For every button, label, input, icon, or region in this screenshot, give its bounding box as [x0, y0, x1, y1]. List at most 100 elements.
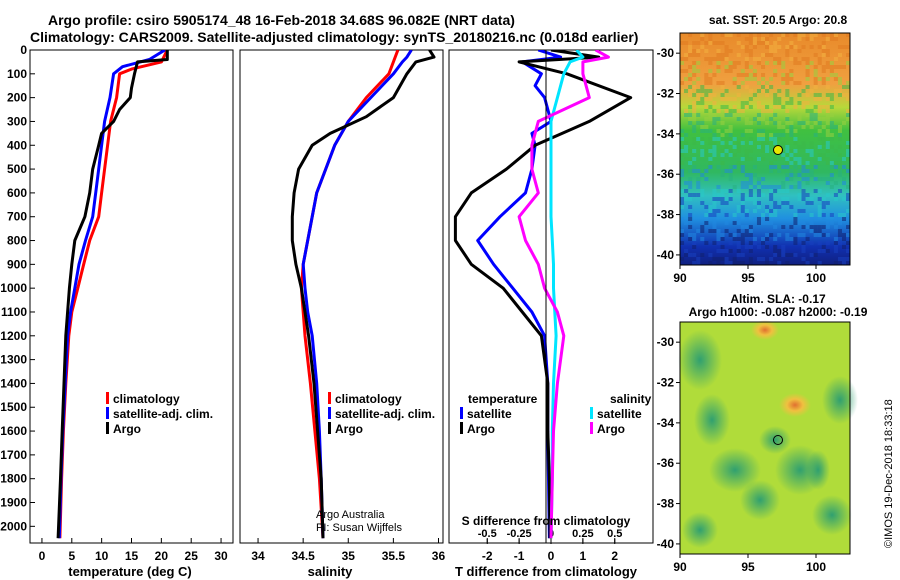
sst-pixel [842, 197, 847, 201]
sst-map-axes: -30 -32 -34 -36 -38 -40 90 95 100 [657, 46, 827, 285]
sst-pixel [696, 261, 701, 265]
sst-pixel [797, 193, 802, 197]
sst-pixel [716, 61, 721, 65]
sst-pixel [785, 233, 790, 237]
sst-pixel [712, 201, 717, 205]
sst-pixel [692, 149, 697, 153]
sst-pixel [801, 193, 806, 197]
sst-pixel [688, 197, 693, 201]
sst-pixel [801, 233, 806, 237]
sst-pixel [817, 153, 822, 157]
sst-pixel [825, 97, 830, 101]
sst-pixel [846, 197, 851, 201]
sst-pixel [829, 165, 834, 169]
sst-pixel [761, 89, 766, 93]
sst-pixel [688, 105, 693, 109]
sst-pixel [744, 121, 749, 125]
sst-pixel [842, 157, 847, 161]
sst-pixel [732, 81, 737, 85]
sst-pixel [846, 141, 851, 145]
sst-pixel [793, 129, 798, 133]
sst-pixel [752, 41, 757, 45]
sst-pixel [724, 89, 729, 93]
sst-pixel [688, 65, 693, 69]
sla-map-axes: -30 -32 -34 -36 -38 -40 90 95 100 [657, 335, 827, 574]
sst-pixel [777, 121, 782, 125]
sst-pixel [777, 133, 782, 137]
sst-pixel [736, 261, 741, 265]
sst-pixel [773, 133, 778, 137]
sst-pixel [740, 261, 745, 265]
sst-pixel [720, 237, 725, 241]
sst-pixel [688, 45, 693, 49]
sst-pixel [813, 73, 818, 77]
x-tick-label: 1 [580, 549, 587, 563]
sst-pixel [837, 241, 842, 245]
sst-pixel [813, 217, 818, 221]
sst-pixel [765, 233, 770, 237]
sst-pixel [821, 77, 826, 81]
sst-pixel [821, 197, 826, 201]
sst-pixel [716, 129, 721, 133]
sst-pixel [825, 129, 830, 133]
sst-pixel [842, 181, 847, 185]
sst-pixel [692, 93, 697, 97]
sst-pixel [765, 149, 770, 153]
sst-pixel [809, 221, 814, 225]
sst-pixel [817, 145, 822, 149]
sst-pixel [708, 213, 713, 217]
sst-pixel [744, 233, 749, 237]
sst-pixel [724, 113, 729, 117]
sst-pixel [736, 145, 741, 149]
sst-pixel [708, 77, 713, 81]
sst-pixel [712, 221, 717, 225]
sst-pixel [740, 205, 745, 209]
sst-pixel [837, 221, 842, 225]
sst-pixel [773, 113, 778, 117]
sst-pixel [797, 101, 802, 105]
depth-tick-label: 400 [7, 138, 27, 152]
sst-pixel [692, 253, 697, 257]
sst-pixel [793, 253, 798, 257]
sst-pixel [829, 69, 834, 73]
sst-pixel [833, 149, 838, 153]
map-lat-label: -32 [657, 87, 675, 101]
sst-pixel [813, 233, 818, 237]
depth-tick-label: 1400 [0, 376, 27, 390]
sst-pixel [712, 93, 717, 97]
sst-pixel [728, 177, 733, 181]
sst-pixel [704, 153, 709, 157]
sst-pixel [837, 257, 842, 261]
sst-pixel [744, 65, 749, 69]
sst-pixel [708, 149, 713, 153]
sst-pixel [720, 193, 725, 197]
sst-pixel [833, 193, 838, 197]
sst-pixel [732, 261, 737, 265]
sst-pixel [692, 69, 697, 73]
sst-pixel [781, 145, 786, 149]
sst-pixel [756, 217, 761, 221]
sst-pixel [716, 137, 721, 141]
sst-pixel [773, 253, 778, 257]
sst-pixel [801, 249, 806, 253]
imos-stamp: ©IMOS 19-Dec-2018 18:33:18 [883, 399, 895, 548]
sst-pixel [781, 253, 786, 257]
depth-axis: 0 100 200 300 400 500 600 700 800 900 1000 1100 1200… [0, 43, 35, 533]
sst-pixel [785, 113, 790, 117]
sst-pixel [817, 57, 822, 61]
sst-pixel [801, 165, 806, 169]
sst-pixel [696, 89, 701, 93]
sst-pixel [833, 181, 838, 185]
sst-pixel [716, 237, 721, 241]
sst-pixel [821, 53, 826, 57]
series-line-salinity-satellite [549, 50, 585, 539]
sst-pixel [846, 149, 851, 153]
sst-pixel [825, 93, 830, 97]
sst-pixel [793, 217, 798, 221]
sst-pixel [789, 205, 794, 209]
sst-pixel [712, 229, 717, 233]
sst-pixel [842, 93, 847, 97]
sst-pixel [724, 169, 729, 173]
sst-pixel [708, 81, 713, 85]
sst-pixel [736, 41, 741, 45]
